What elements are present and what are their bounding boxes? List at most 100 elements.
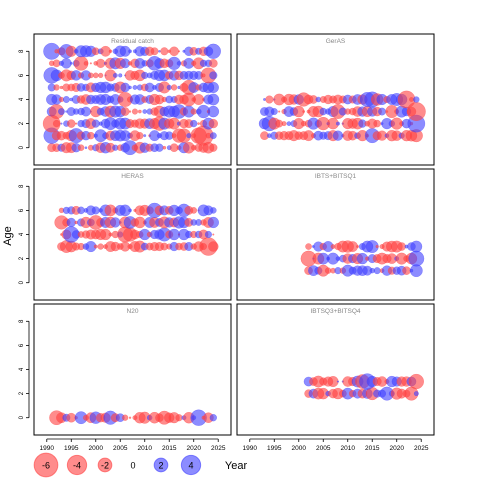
bubble	[128, 49, 132, 54]
bubble	[77, 206, 85, 215]
bubble	[136, 132, 144, 140]
bubble	[207, 81, 219, 94]
bubble	[209, 143, 218, 152]
y-tick-label: 0	[19, 145, 25, 149]
bubble	[92, 72, 99, 79]
bubble	[122, 414, 129, 421]
y-tick-label: 8	[19, 319, 25, 323]
y-tick-label: 2	[19, 256, 25, 260]
x-tick-label: 2000	[292, 445, 307, 452]
legend-bubble	[33, 452, 59, 478]
legend-bubble	[66, 454, 88, 476]
y-tick-label: 6	[19, 343, 25, 347]
bubble	[170, 84, 178, 91]
bubble	[66, 217, 76, 228]
bubble	[87, 131, 95, 140]
bubble	[98, 72, 104, 78]
y-tick-label: 8	[19, 49, 25, 53]
bubble	[69, 61, 73, 65]
x-tick-label: 2010	[341, 445, 356, 452]
bubble	[209, 59, 218, 68]
bubble	[88, 72, 94, 79]
panel-title: HERAS	[121, 173, 144, 180]
bubble	[131, 108, 138, 115]
bubble	[155, 143, 164, 152]
bubble	[162, 145, 167, 150]
y-tick-label: 0	[19, 415, 25, 419]
bubble	[278, 110, 281, 113]
bubble	[190, 119, 198, 128]
bubble	[128, 416, 132, 419]
bubble	[120, 107, 130, 116]
x-tick-label: 2025	[414, 445, 429, 452]
bubble	[108, 49, 113, 54]
panel: HERAS 0 2 4 6 8	[19, 168, 232, 301]
bubble	[89, 62, 92, 65]
x-tick-label: 2005	[316, 445, 331, 452]
x-tick-label: 2000	[89, 445, 104, 452]
bubble	[197, 122, 200, 125]
bubble	[335, 121, 340, 126]
legend-bubble	[97, 457, 113, 473]
bubble	[208, 241, 219, 252]
panel: IBTSQ3+BITSQ4 1990 1995 2000 2005 2010 2015 202…	[236, 303, 435, 452]
bubble	[128, 208, 132, 213]
y-tick-label: 6	[19, 73, 25, 77]
bubble	[212, 233, 215, 236]
bubble	[84, 146, 88, 150]
bubble	[409, 97, 414, 102]
legend-label: 4	[188, 461, 193, 471]
legend-label: -2	[101, 461, 109, 471]
bubble	[373, 119, 381, 128]
legend-label: 2	[158, 461, 163, 471]
panel-frame	[236, 168, 435, 301]
bubble	[408, 373, 424, 390]
bubble	[413, 391, 419, 397]
bubble	[336, 380, 339, 383]
bubble	[128, 110, 132, 113]
x-tick-label: 2015	[365, 445, 380, 452]
y-tick-label: 8	[19, 184, 25, 188]
panel-title: GerAS	[326, 38, 346, 45]
bubble	[97, 243, 104, 250]
bubble	[207, 216, 219, 229]
x-tick-label: 2010	[138, 445, 153, 452]
bubble	[378, 107, 386, 116]
bubble	[110, 217, 121, 228]
y-tick-label: 2	[19, 391, 25, 395]
bubble	[178, 50, 181, 53]
x-tick-label: 2005	[113, 445, 128, 452]
bubble	[158, 50, 161, 53]
bubble	[204, 230, 212, 239]
panel: N20 0 2 4 6 8 1990 1995 2000 2005 2010 2015 2020 2025	[19, 303, 232, 452]
panel-title: N20	[127, 308, 139, 315]
bubble	[205, 43, 221, 59]
panel-frame	[33, 33, 232, 166]
legend-label: -6	[42, 461, 50, 471]
panel: Residual catch 0 2 4 6 8	[19, 33, 232, 166]
bubble	[327, 376, 339, 388]
panel-frame	[33, 303, 232, 436]
bubble	[53, 84, 60, 91]
legend-bubble	[180, 454, 202, 476]
x-tick-label: 1995	[64, 445, 79, 452]
bubble	[75, 122, 78, 125]
panel-frame	[236, 33, 435, 166]
y-tick-label: 0	[19, 280, 25, 284]
bubble	[208, 118, 218, 129]
bubble	[93, 244, 98, 249]
bubble	[143, 134, 147, 138]
bubble	[373, 267, 381, 275]
y-axis-label: Age	[2, 226, 14, 246]
bubble	[375, 244, 379, 249]
bubble	[160, 47, 169, 56]
bubble	[356, 245, 359, 249]
x-tick-label: 2025	[211, 445, 226, 452]
bubble	[175, 414, 183, 422]
bubble	[142, 109, 148, 114]
legend-label: 0	[130, 461, 135, 471]
bubble	[169, 46, 179, 57]
bubble	[190, 207, 198, 214]
y-tick-label: 2	[19, 121, 25, 125]
